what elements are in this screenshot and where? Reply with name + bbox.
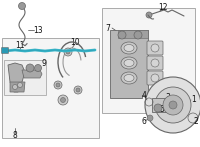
Text: 3: 3 <box>166 93 170 102</box>
Text: 11: 11 <box>15 41 25 50</box>
Ellipse shape <box>124 60 134 66</box>
Text: 8: 8 <box>13 132 17 141</box>
Ellipse shape <box>121 72 137 84</box>
FancyBboxPatch shape <box>2 38 99 138</box>
Circle shape <box>18 82 22 87</box>
Ellipse shape <box>121 42 137 54</box>
Text: 9: 9 <box>42 59 46 67</box>
Circle shape <box>151 59 159 67</box>
Text: 10: 10 <box>70 37 80 46</box>
Text: 7: 7 <box>106 24 110 32</box>
Polygon shape <box>118 30 148 38</box>
Text: 1: 1 <box>192 96 196 105</box>
FancyBboxPatch shape <box>102 8 195 113</box>
FancyBboxPatch shape <box>2 47 8 54</box>
FancyBboxPatch shape <box>4 60 46 95</box>
Circle shape <box>26 64 34 72</box>
Circle shape <box>12 85 18 90</box>
FancyBboxPatch shape <box>147 56 163 70</box>
Circle shape <box>134 31 142 39</box>
Text: 12: 12 <box>158 2 168 11</box>
Circle shape <box>151 44 159 52</box>
Polygon shape <box>8 63 25 92</box>
Circle shape <box>146 12 152 18</box>
Text: 4: 4 <box>142 91 146 101</box>
Circle shape <box>18 2 26 10</box>
Circle shape <box>155 87 191 123</box>
Circle shape <box>145 77 200 133</box>
Ellipse shape <box>124 75 134 81</box>
Circle shape <box>56 83 60 87</box>
Circle shape <box>76 88 80 92</box>
FancyBboxPatch shape <box>147 41 163 55</box>
Circle shape <box>154 104 162 112</box>
FancyBboxPatch shape <box>147 71 163 85</box>
Circle shape <box>66 50 70 54</box>
Ellipse shape <box>121 57 137 69</box>
FancyBboxPatch shape <box>152 98 168 112</box>
Ellipse shape <box>124 45 134 51</box>
Polygon shape <box>110 30 148 98</box>
Polygon shape <box>10 82 25 92</box>
Text: 13: 13 <box>33 25 43 35</box>
Circle shape <box>74 86 82 94</box>
Circle shape <box>163 95 183 115</box>
Circle shape <box>60 97 66 102</box>
Text: 6: 6 <box>142 117 146 127</box>
Circle shape <box>169 101 177 109</box>
Circle shape <box>64 48 72 56</box>
Circle shape <box>35 65 42 71</box>
Circle shape <box>151 74 159 82</box>
Polygon shape <box>22 70 42 78</box>
Circle shape <box>147 115 153 121</box>
Text: 5: 5 <box>160 106 164 115</box>
Text: 2: 2 <box>194 117 198 127</box>
Circle shape <box>58 95 68 105</box>
Circle shape <box>118 31 126 39</box>
Circle shape <box>54 81 62 89</box>
